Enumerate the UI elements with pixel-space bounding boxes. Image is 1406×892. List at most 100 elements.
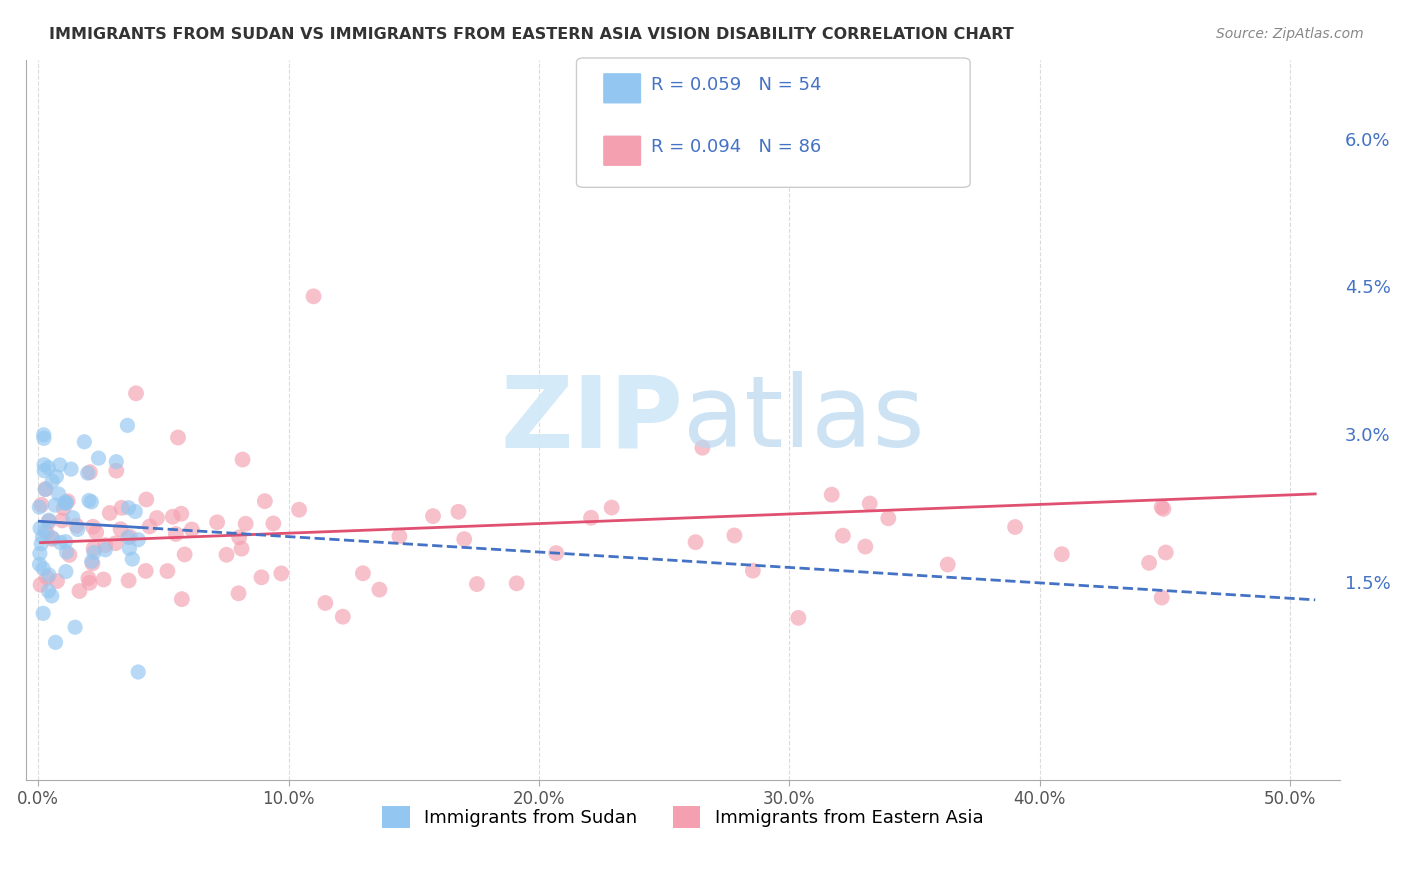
Legend: Immigrants from Sudan, Immigrants from Eastern Asia: Immigrants from Sudan, Immigrants from E… [375,799,991,836]
Point [32,561,55,575]
Point [79,575,101,590]
Point [270,566,292,581]
Point [821,488,844,502]
Point [80,554,103,568]
Point [117,500,139,515]
Point [936,558,959,572]
Point [853,540,876,554]
Point [111,500,134,515]
Point [35,570,58,584]
Point [55,496,77,510]
Point [55,495,77,509]
Point [30,578,52,592]
Point [127,533,149,547]
Point [232,452,254,467]
Point [173,548,195,562]
Point [34,482,56,496]
Point [79,465,101,479]
Point [579,510,602,524]
Point [465,577,488,591]
Point [32,458,55,472]
Point [135,564,157,578]
Point [117,418,139,433]
Point [63,620,86,634]
Point [1050,547,1073,561]
Point [80,495,103,509]
Point [146,511,169,525]
Point [41,475,63,489]
Point [170,507,193,521]
Point [368,582,391,597]
Point [118,541,141,556]
Point [67,584,90,599]
Text: Source: ZipAtlas.com: Source: ZipAtlas.com [1216,27,1364,41]
Point [388,529,411,543]
Point [1152,502,1174,516]
Point [741,564,763,578]
Point [138,519,160,533]
Point [228,586,250,600]
Point [288,502,311,516]
Point [600,500,623,515]
Point [314,596,336,610]
Point [352,566,374,581]
Point [98,506,121,520]
Point [205,516,228,530]
Point [1004,520,1026,534]
Text: R = 0.059   N = 54: R = 0.059 N = 54 [651,76,821,94]
Point [228,530,250,544]
Point [44,498,66,512]
Point [66,523,89,537]
Point [48,487,70,501]
Point [110,522,132,536]
Point [35,525,58,540]
Point [877,511,900,525]
Point [167,431,190,445]
Point [58,548,80,562]
Point [692,441,714,455]
Point [180,523,202,537]
Text: IMMIGRANTS FROM SUDAN VS IMMIGRANTS FROM EASTERN ASIA VISION DISABILITY CORRELAT: IMMIGRANTS FROM SUDAN VS IMMIGRANTS FROM… [49,27,1014,42]
Point [125,386,148,401]
Point [117,530,139,544]
Point [235,516,257,531]
Point [685,535,707,549]
Point [62,510,84,524]
Point [46,574,69,588]
Point [127,665,149,679]
Point [118,530,141,544]
Point [124,504,146,518]
Point [162,509,184,524]
Point [859,497,882,511]
Point [121,552,143,566]
Point [94,542,117,557]
Point [60,462,83,476]
Point [332,609,354,624]
Point [723,528,745,542]
Point [30,498,52,512]
Point [49,535,72,549]
Point [44,635,66,649]
Text: ZIP: ZIP [501,371,683,468]
Point [262,516,284,531]
Point [30,521,52,535]
Point [453,532,475,546]
Point [165,527,187,541]
Point [87,451,110,466]
Point [28,558,51,572]
Point [1137,556,1160,570]
Point [56,494,79,508]
Point [73,434,96,449]
Text: R = 0.094   N = 86: R = 0.094 N = 86 [651,138,821,156]
Point [30,537,52,551]
Point [787,611,810,625]
Point [34,483,56,497]
Point [32,427,55,442]
Point [215,548,238,562]
Point [250,570,273,584]
Point [546,546,568,560]
Point [231,541,253,556]
Point [77,571,100,585]
Point [49,458,72,472]
Point [76,466,98,480]
